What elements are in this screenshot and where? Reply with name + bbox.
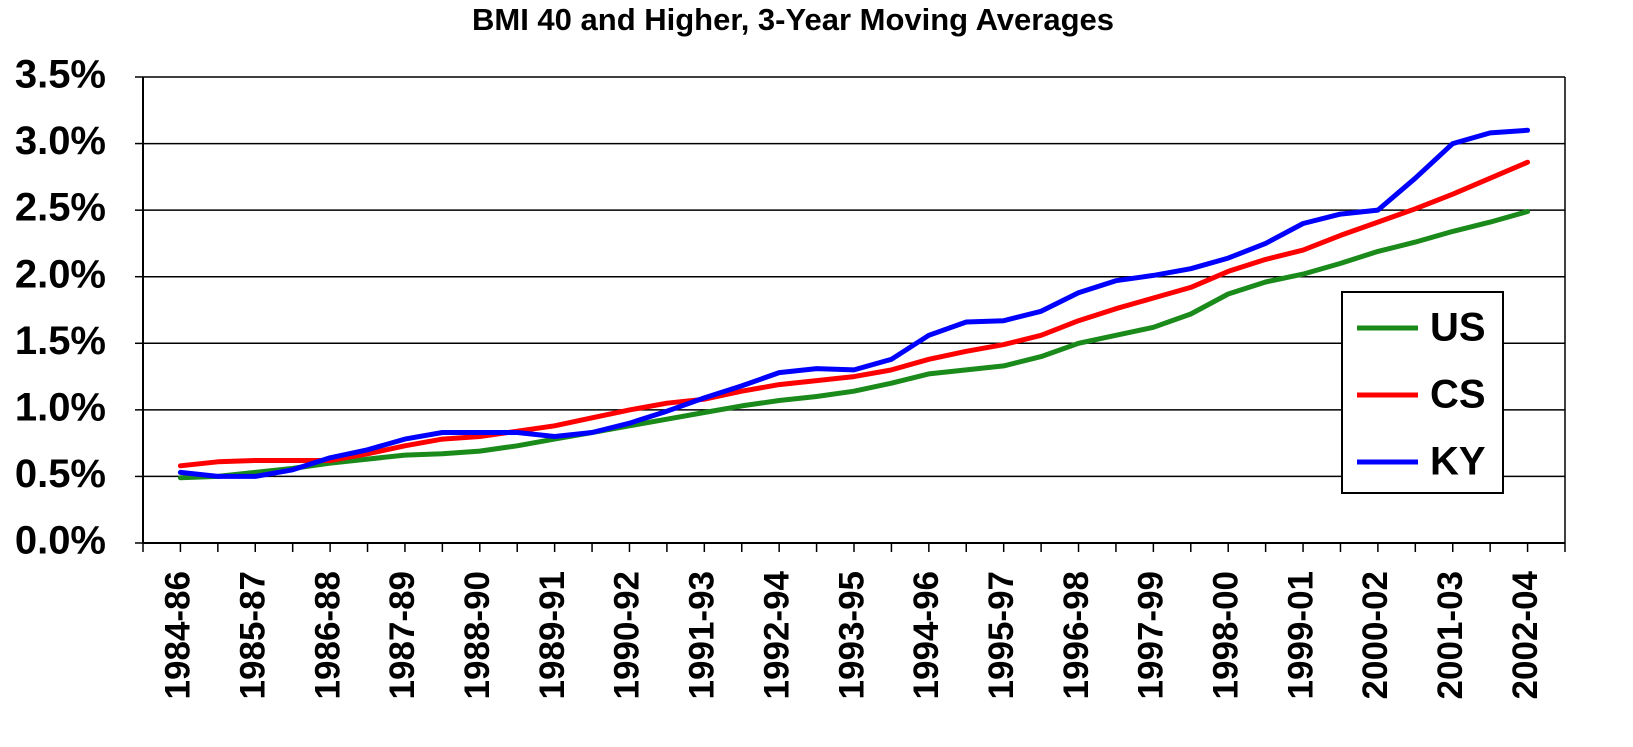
y-tick-label: 2.5%	[15, 186, 106, 230]
y-tick-label: 3.0%	[15, 119, 106, 163]
series-line	[177, 159, 1531, 469]
x-tick-label: 2002-04	[1506, 570, 1545, 699]
legend-label: KY	[1430, 440, 1486, 484]
x-tick-label: 1985-87	[234, 571, 273, 699]
y-tick-label: 1.0%	[15, 385, 106, 429]
legend-label: CS	[1430, 373, 1486, 417]
y-tick-label: 0.0%	[15, 519, 106, 563]
x-tick-label: 1996-98	[1057, 571, 1096, 699]
x-tick-label: 1986-88	[308, 571, 347, 699]
legend-label: US	[1430, 306, 1486, 350]
x-tick-label: 1988-90	[458, 571, 497, 699]
y-tick-label: 3.5%	[15, 53, 106, 97]
x-tick-label: 1994-96	[907, 571, 946, 699]
x-tick-label: 1997-99	[1132, 571, 1171, 699]
x-tick-label: 1991-93	[683, 571, 722, 699]
x-tick-label: 1990-92	[608, 571, 647, 699]
series-line	[177, 209, 1531, 481]
x-tick-label: 1995-97	[982, 571, 1021, 699]
chart-title: BMI 40 and Higher, 3-Year Moving Average…	[472, 2, 1114, 37]
series-line	[177, 127, 1531, 479]
legend: US CS KY	[1341, 291, 1504, 494]
x-tick-label: 1987-89	[383, 571, 422, 699]
x-tick-label: 1993-95	[832, 571, 871, 699]
x-tick-label: 1998-00	[1206, 571, 1245, 699]
x-tick-label: 1989-91	[533, 571, 572, 699]
x-tick-label: 1999-01	[1281, 571, 1320, 699]
y-tick-label: 1.5%	[15, 319, 106, 363]
x-tick-label: 1984-86	[159, 571, 198, 699]
y-tick-label: 2.0%	[15, 252, 106, 296]
y-tick-label: 0.5%	[15, 452, 106, 496]
x-tick-label: 2000-02	[1356, 571, 1395, 699]
x-tick-label: 1992-94	[757, 570, 796, 699]
x-tick-label: 2001-03	[1431, 571, 1470, 699]
